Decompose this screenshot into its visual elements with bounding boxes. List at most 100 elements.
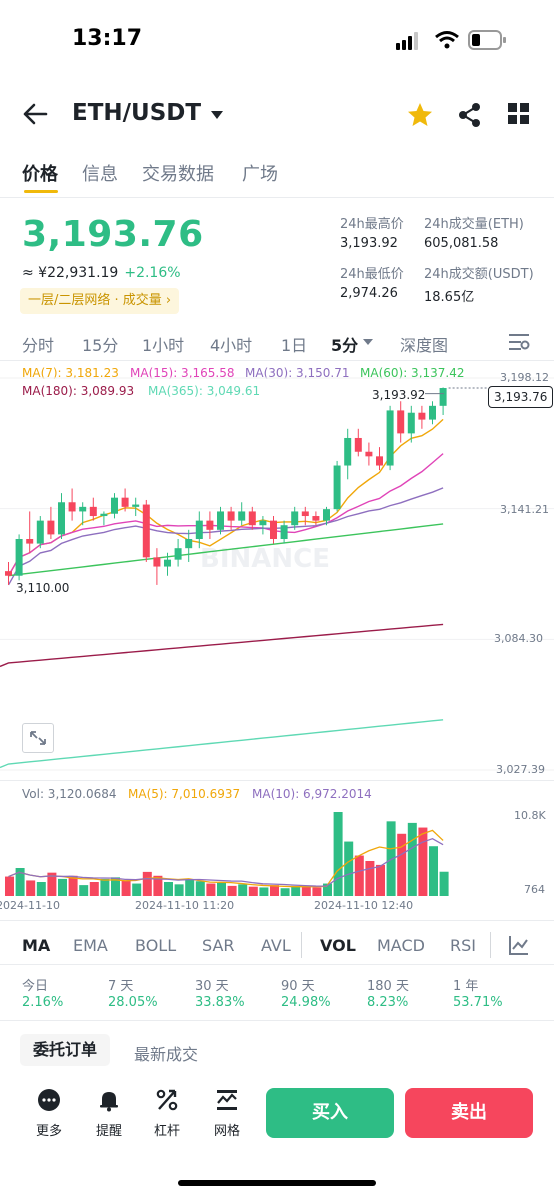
grid-trading-button[interactable]: 网格 (203, 1088, 251, 1139)
divider (0, 780, 554, 781)
volume-bar (333, 812, 343, 896)
interval-5m[interactable]: 5分 (331, 336, 359, 355)
candle (217, 511, 224, 530)
volume-bar (26, 880, 36, 896)
y-axis-label: 3,198.12 (500, 371, 549, 384)
interval-timeline[interactable]: 分时 (22, 336, 55, 355)
volume-bar (344, 841, 354, 896)
tab-info[interactable]: 信息 (82, 164, 118, 185)
volume-bar (439, 871, 449, 896)
signal-icon (396, 32, 418, 50)
candle (142, 504, 150, 558)
sell-button[interactable]: 卖出 (405, 1088, 533, 1138)
perf-label: 30 天 (195, 979, 229, 994)
caret-down-icon[interactable] (210, 110, 224, 120)
volume-bar (132, 883, 142, 896)
candle (439, 388, 447, 406)
grid-layout-icon[interactable] (508, 103, 530, 125)
perf-label: 180 天 (367, 979, 409, 994)
volume-bar (15, 868, 25, 896)
tab-trading-data[interactable]: 交易数据 (142, 164, 214, 185)
indicator-boll[interactable]: BOLL (135, 936, 177, 955)
indicator-rsi[interactable]: RSI (450, 936, 476, 955)
star-icon[interactable] (406, 101, 434, 129)
high-marker: 3,193.92 (372, 388, 426, 402)
volume-bar (121, 880, 131, 896)
vol-eth-label: 24h成交量(ETH) (424, 217, 524, 232)
interval-1d[interactable]: 1日 (281, 336, 308, 355)
candle (121, 497, 129, 507)
pair-title[interactable]: ETH/USDT (72, 100, 202, 126)
indicator-ma[interactable]: MA (22, 936, 51, 955)
indicator-sar[interactable]: SAR (202, 936, 235, 955)
perf-value: 2.16% (22, 995, 64, 1010)
x-axis-label: 2024-11-10 12:40 (314, 899, 414, 912)
candle (386, 410, 394, 466)
perf-value: 33.83% (195, 995, 245, 1010)
candle (407, 412, 415, 434)
volume-chart (5, 812, 449, 896)
tab-square[interactable]: 广场 (242, 164, 278, 185)
volume-bar (418, 827, 428, 896)
tab-price[interactable]: 价格 (22, 164, 58, 185)
y-axis-label: 3,084.30 (494, 632, 543, 645)
back-arrow-icon[interactable] (22, 102, 48, 126)
interval-caret-icon[interactable] (362, 338, 374, 346)
leverage-button[interactable]: 杠杆 (143, 1088, 191, 1139)
interval-4h[interactable]: 4小时 (210, 336, 253, 355)
volume-bar (47, 872, 57, 896)
indicator-settings-icon[interactable] (508, 934, 530, 956)
price-sub: ≈ ¥22,931.19 +2.16% (22, 265, 181, 281)
indicator-vol[interactable]: VOL (320, 936, 356, 955)
tab-open-orders[interactable]: 委托订单 (20, 1034, 110, 1066)
candle (5, 571, 12, 576)
buy-button[interactable]: 买入 (266, 1088, 394, 1138)
category-tag[interactable]: 一层/二层网络 · 成交量 › (20, 288, 180, 314)
bell-icon (100, 1092, 118, 1112)
volume-bar (5, 876, 14, 896)
volume-ma10-line (8, 837, 444, 887)
tab-recent-trades[interactable]: 最新成交 (134, 1045, 199, 1064)
perf-label: 7 天 (108, 979, 134, 994)
more-label: 更多 (35, 1124, 62, 1139)
candle (354, 437, 362, 452)
volume-bar (142, 871, 152, 896)
low-label: 24h最低价 (340, 267, 404, 282)
more-button[interactable]: 更多 (25, 1088, 73, 1139)
percent-icon (156, 1089, 178, 1111)
fullscreen-button[interactable] (22, 723, 54, 753)
tab-underline (24, 190, 58, 193)
interval-depth[interactable]: 深度图 (400, 336, 449, 355)
high-value: 3,193.92 (340, 236, 398, 251)
indicator-ema[interactable]: EMA (73, 936, 108, 955)
divider (301, 932, 302, 958)
vol-eth-value: 605,081.58 (424, 236, 499, 251)
ma180-value: MA(180): 3,089.93 (22, 384, 135, 398)
candle (89, 506, 97, 517)
candle (164, 559, 171, 567)
interval-15m[interactable]: 15分 (82, 336, 119, 355)
interval-1h[interactable]: 1小时 (142, 336, 185, 355)
perf-label: 1 年 (453, 979, 479, 994)
volume-bar (185, 879, 195, 896)
volume-bar (312, 887, 322, 896)
volume-ma5: MA(5): 7,010.6937 (128, 787, 241, 801)
candle (323, 509, 330, 521)
candle (238, 511, 246, 521)
perf-value: 24.98% (281, 995, 331, 1010)
indicator-avl[interactable]: AVL (261, 936, 291, 955)
chart-settings-icon[interactable] (508, 332, 530, 352)
alert-button[interactable]: 提醒 (85, 1088, 133, 1139)
share-icon[interactable] (458, 102, 482, 128)
candle (15, 538, 23, 576)
volume-bar (376, 864, 385, 896)
volume-bar (89, 882, 99, 896)
volume-bar (217, 882, 226, 896)
vol-usdt-value: 18.65亿 (424, 290, 475, 305)
last-price: 3,193.76 (22, 214, 204, 255)
candle (344, 437, 352, 466)
volume-bar (68, 875, 78, 896)
indicator-macd[interactable]: MACD (377, 936, 425, 955)
candle (79, 506, 87, 512)
candlestick-chart[interactable]: BINANCE (0, 362, 554, 782)
